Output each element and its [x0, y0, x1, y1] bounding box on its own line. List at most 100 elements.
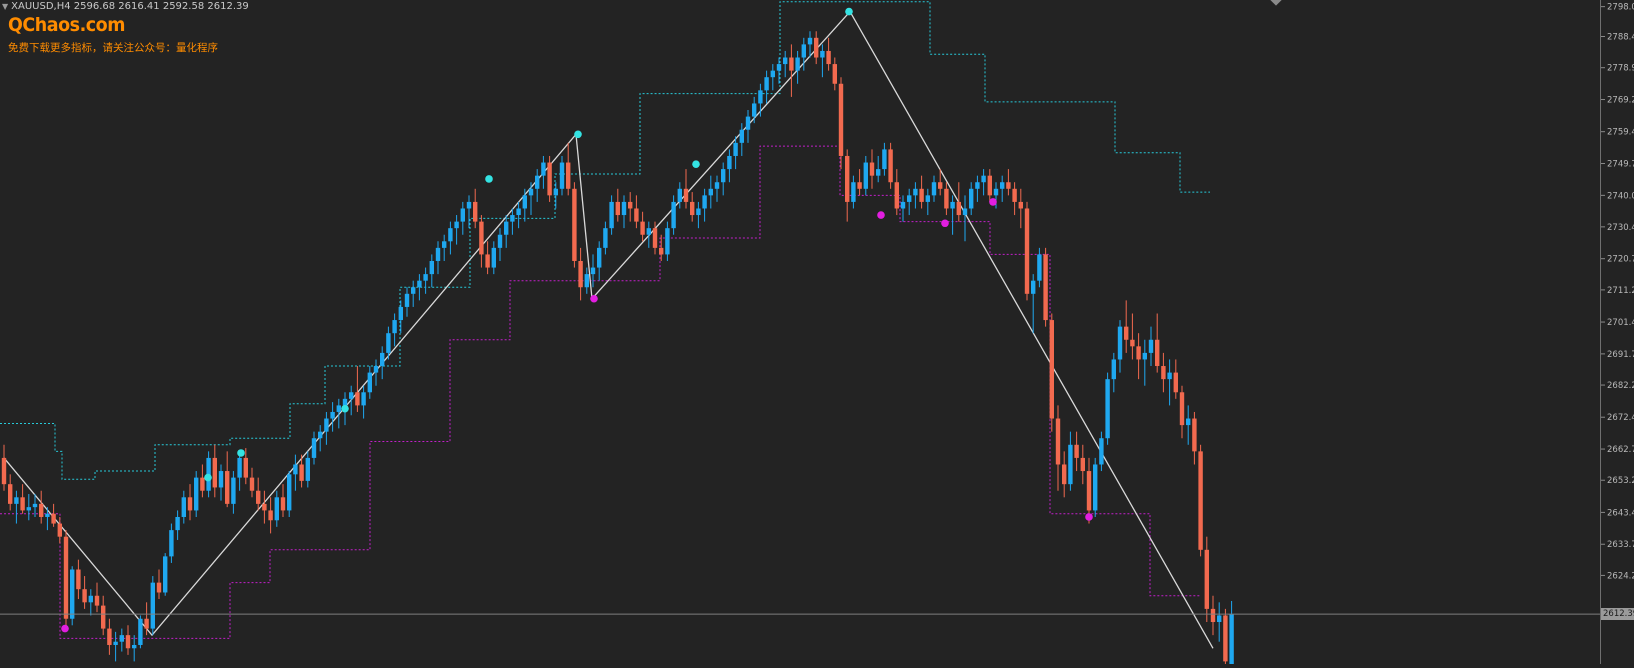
candle-bull — [367, 372, 372, 393]
swing-high-dot — [692, 160, 700, 168]
candle-bear — [1173, 372, 1178, 393]
y-tick-label: 2798.0 — [1607, 3, 1634, 13]
candle-bear — [82, 589, 87, 603]
candle-bull — [764, 77, 769, 91]
candle-bear — [1198, 451, 1203, 550]
candle-bear — [1192, 418, 1197, 452]
candle-bull — [429, 260, 434, 275]
candle-bull — [504, 221, 509, 235]
candle-bear — [1043, 254, 1048, 321]
candle-bull — [163, 556, 168, 593]
candle-bull — [181, 497, 186, 517]
candle-bull — [1068, 444, 1073, 485]
candle-bear — [51, 513, 56, 524]
candle-bull — [349, 392, 354, 399]
y-tick-label: 2740.0 — [1607, 191, 1634, 201]
candle-bull — [132, 644, 137, 649]
candle-bull — [876, 169, 881, 176]
candle-bear — [57, 523, 62, 537]
candle-bear — [919, 188, 924, 202]
candle-bull — [497, 234, 503, 248]
candle-bear — [634, 208, 639, 222]
candle-bull — [287, 474, 292, 511]
candle-bear — [659, 247, 664, 255]
candle-bear — [20, 497, 25, 511]
candle-bull — [931, 182, 937, 196]
candle-bull — [851, 182, 856, 202]
candle-bear — [268, 510, 273, 521]
candle-bull — [559, 162, 565, 189]
candle-bull — [733, 142, 738, 156]
candle-bull — [969, 188, 974, 209]
candle-bull — [423, 274, 428, 281]
candle-bear — [640, 221, 645, 235]
candle-bull — [373, 366, 379, 373]
candle-bull — [386, 333, 391, 353]
collapse-arrow-icon[interactable]: ▼ — [2, 2, 9, 11]
swing-high-dot — [341, 404, 349, 413]
candle-bull — [820, 50, 825, 58]
candle-bull — [342, 398, 348, 406]
candle-bear — [262, 503, 267, 511]
candle-bull — [293, 464, 298, 475]
candle-bull — [801, 44, 806, 58]
candle-bear — [212, 457, 217, 488]
y-tick-label: 2711.2 — [1607, 286, 1634, 296]
candle-bull — [1217, 615, 1222, 623]
zigzag-line — [3, 10, 1214, 649]
candle-bull — [981, 175, 986, 183]
candle-bear — [280, 497, 286, 511]
candle-bull — [305, 457, 310, 481]
brand-logo: QChaos.com — [8, 14, 125, 36]
candle-bull — [411, 287, 416, 294]
candle-bull — [925, 195, 930, 202]
y-tick-label: 2672.4 — [1607, 413, 1634, 423]
y-tick-label: 2759.4 — [1607, 128, 1634, 138]
candle-bull — [584, 274, 589, 288]
candle-bull — [274, 497, 279, 521]
price-axis[interactable]: 2798.0 2788.4 2778.9 2769.2 2759.4 2749.7 2740… — [1600, 0, 1634, 664]
candle-bull — [194, 477, 199, 511]
candle-bull — [646, 228, 651, 235]
candle-bear — [256, 490, 261, 504]
candle-bull — [26, 507, 31, 511]
candle-bear — [101, 605, 106, 629]
candle-bear — [144, 618, 149, 629]
candle-bear — [1055, 418, 1061, 465]
y-tick-label: 2701.4 — [1607, 318, 1634, 328]
y-tick-label: 2653.2 — [1607, 476, 1634, 486]
candle-bull — [721, 169, 726, 183]
candle-bear — [1074, 444, 1079, 458]
candle-bull — [752, 103, 757, 117]
symbol-ohlc-text: XAUUSD,H4 2596.68 2616.41 2592.58 2612.3… — [11, 1, 249, 12]
y-tick-label: 2720.7 — [1607, 255, 1634, 265]
candle-bull — [770, 70, 775, 78]
candle-bear — [956, 201, 961, 216]
candle-bull — [460, 208, 465, 222]
candle-bull — [535, 175, 540, 189]
candle-bear — [838, 83, 844, 156]
channel-lines — [0, 1, 1210, 639]
candle-bull — [758, 90, 763, 104]
candle-bull — [696, 208, 701, 216]
candle-bull — [863, 162, 868, 189]
candle-bull — [776, 64, 782, 71]
candle-bear — [938, 182, 943, 189]
lower-channel-line — [0, 145, 1200, 639]
candle-bull — [516, 208, 521, 216]
candle-bull — [621, 201, 627, 216]
candle-bear — [1155, 339, 1160, 367]
candle-bull — [795, 57, 800, 71]
candle-bear — [1, 457, 7, 485]
candle-bull — [119, 635, 124, 642]
candle-bear — [200, 477, 205, 491]
candle-bull — [913, 188, 918, 196]
candle-bull — [218, 471, 224, 488]
brand-subtitle: 免费下载更多指标，请关注公众号：量化程序 — [8, 42, 218, 54]
candle-bear — [107, 628, 112, 645]
candle-bear — [1130, 339, 1135, 347]
swing-high-dot — [574, 130, 582, 139]
candle-bear — [615, 201, 620, 216]
